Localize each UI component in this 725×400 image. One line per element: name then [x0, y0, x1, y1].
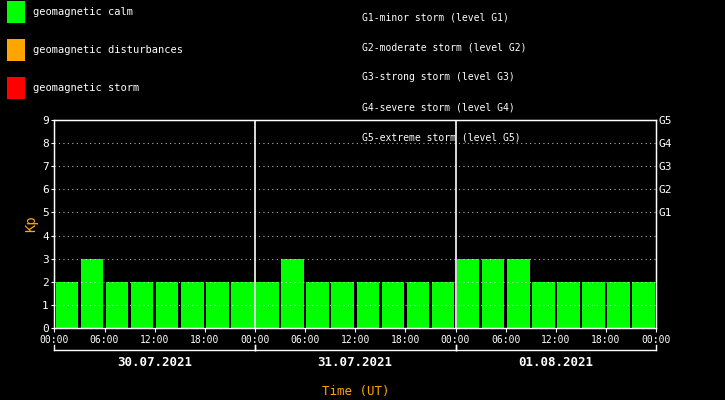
Text: G5-extreme storm (level G5): G5-extreme storm (level G5): [362, 132, 521, 142]
Text: Time (UT): Time (UT): [321, 385, 389, 398]
Bar: [431, 282, 455, 328]
Bar: [457, 259, 479, 328]
Bar: [482, 259, 505, 328]
Bar: [80, 259, 103, 328]
Text: G3-strong storm (level G3): G3-strong storm (level G3): [362, 72, 515, 82]
Bar: [307, 282, 329, 328]
Bar: [381, 282, 404, 328]
Text: geomagnetic disturbances: geomagnetic disturbances: [33, 45, 183, 55]
Text: geomagnetic storm: geomagnetic storm: [33, 83, 139, 93]
Bar: [256, 282, 279, 328]
Y-axis label: Kp: Kp: [24, 216, 38, 232]
Bar: [407, 282, 429, 328]
Bar: [56, 282, 78, 328]
Bar: [281, 259, 304, 328]
Bar: [331, 282, 354, 328]
Text: G4-severe storm (level G4): G4-severe storm (level G4): [362, 102, 515, 112]
Bar: [357, 282, 379, 328]
Bar: [106, 282, 128, 328]
Bar: [156, 282, 178, 328]
Text: 01.08.2021: 01.08.2021: [518, 356, 593, 369]
Text: 31.07.2021: 31.07.2021: [318, 356, 393, 369]
Text: G1-minor storm (level G1): G1-minor storm (level G1): [362, 12, 510, 22]
Bar: [181, 282, 204, 328]
Text: G2-moderate storm (level G2): G2-moderate storm (level G2): [362, 42, 527, 52]
Bar: [532, 282, 555, 328]
Text: geomagnetic calm: geomagnetic calm: [33, 7, 133, 17]
Bar: [608, 282, 630, 328]
Bar: [507, 259, 529, 328]
Bar: [231, 282, 254, 328]
Bar: [206, 282, 228, 328]
Bar: [582, 282, 605, 328]
Bar: [130, 282, 154, 328]
Bar: [632, 282, 655, 328]
Text: 30.07.2021: 30.07.2021: [117, 356, 192, 369]
Bar: [557, 282, 580, 328]
